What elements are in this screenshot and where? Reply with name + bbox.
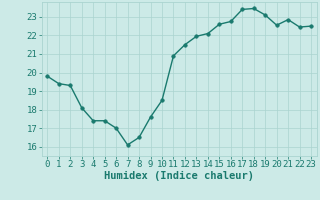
X-axis label: Humidex (Indice chaleur): Humidex (Indice chaleur)	[104, 171, 254, 181]
